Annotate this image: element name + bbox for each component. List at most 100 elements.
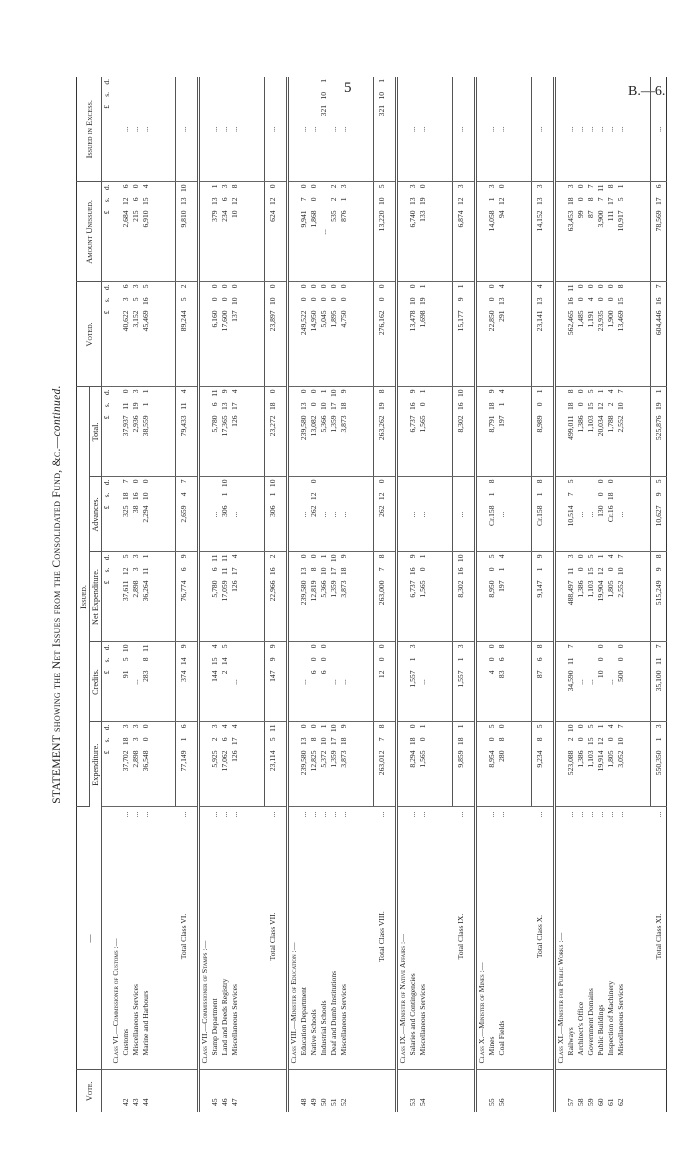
excess-cell: 321 10 1 <box>319 76 329 182</box>
item-description: Architect's Office... <box>576 807 586 1070</box>
pence: 11 <box>220 554 229 562</box>
item-name: Coal Fields <box>497 1020 506 1056</box>
empty-cell <box>240 642 265 722</box>
exp-cell: 5,372 10 1 <box>319 722 329 807</box>
empty-cell <box>198 76 210 182</box>
total-cell: 13,082 0 0 <box>309 386 319 477</box>
empty-cell <box>547 76 555 182</box>
item-description: Deaf and Dumb Institutions... <box>329 807 339 1070</box>
pounds: 17,600 <box>220 310 229 332</box>
shillings: 18 <box>339 402 348 411</box>
total-label: Total Class X.... <box>531 807 547 1070</box>
pounds: 38 <box>131 505 140 514</box>
empty-value: ... <box>131 679 140 685</box>
pounds: 5,372 <box>319 750 328 768</box>
exp-cell: 12,825 8 0 <box>309 722 319 807</box>
pence: 0 <box>606 479 615 484</box>
shillings: 19 <box>377 402 386 411</box>
exp-cell: 8,294 18 0 <box>408 722 418 807</box>
empty-value: ... <box>339 126 348 133</box>
empty-cell <box>240 552 265 642</box>
excess-cell: ... <box>210 76 220 182</box>
shillings: 9 <box>456 297 465 302</box>
credits-cell: ... <box>329 642 339 722</box>
shillings: 9 <box>654 567 663 572</box>
table-row: 55 Mines... 8,954 0 5 4 0 0 8,950 0 5 Cr.158 1 8 8,791… <box>487 76 497 1112</box>
empty-cell <box>389 477 397 552</box>
pence: 5 <box>141 284 150 289</box>
shillings: 0 <box>418 737 427 742</box>
vote-number: 59 <box>586 1098 595 1106</box>
pence: 6 <box>121 284 130 289</box>
adv-cell: 2,294 10 0 <box>141 477 151 552</box>
pence: 0 <box>377 479 386 484</box>
shillings: 8 <box>586 197 595 202</box>
pounds: 550,350 <box>654 750 663 776</box>
excess-cell: ... <box>576 76 586 182</box>
exp-cell: 523,088 2 10 <box>566 722 576 807</box>
credits-cell: ... <box>576 642 586 722</box>
item-name: Miscellaneous Services <box>339 984 348 1056</box>
shillings: 0 <box>596 657 605 662</box>
net-issues-table: Vote. — Issued. Voted. Amount Unissued. … <box>76 76 667 1112</box>
exp-cell: 1,805 0 4 <box>606 722 616 807</box>
table-row: 46 Land and Deeds Registry... 17,062 6 4 2 14 5… <box>220 76 230 1112</box>
empty-cell <box>507 281 532 387</box>
empty-cell <box>287 642 299 722</box>
empty-cell <box>111 386 121 477</box>
empty-cell <box>428 281 453 387</box>
pounds: 22,850 <box>487 310 496 332</box>
total-cell: 197 1 4 <box>497 386 507 477</box>
empty-cell <box>547 807 555 1070</box>
empty-value: ... <box>606 679 615 685</box>
total-unissued-cell: 78,569 17 6 <box>650 181 667 282</box>
shillings: 3 <box>121 297 130 302</box>
empty-cell <box>428 1070 453 1112</box>
pounds: 17,365 <box>220 415 229 437</box>
pence: 9 <box>487 389 496 394</box>
total-credits-cell: 374 14 9 <box>175 642 191 722</box>
excess-cell: ... <box>606 76 616 182</box>
empty-cell <box>287 477 299 552</box>
shillings: 0 <box>596 297 605 302</box>
excess-cell: ... <box>339 76 349 182</box>
units-cell: £ s. d. <box>101 76 111 182</box>
shillings: 8 <box>535 737 544 742</box>
pence: 3 <box>408 184 417 189</box>
pounds: 10,627 <box>654 505 663 527</box>
total-label-text: Total Class VIII. <box>376 911 386 962</box>
credits-cell: 500 0 0 <box>616 642 626 722</box>
pence: 5 <box>121 554 130 559</box>
shillings: 19 <box>131 402 140 411</box>
pence: 1 <box>377 78 386 83</box>
empty-cell <box>554 181 566 282</box>
pounds: Cr.16 <box>606 505 615 523</box>
document-reference: B.—6. <box>628 84 666 99</box>
shillings: 18 <box>487 402 496 411</box>
pence: 1 <box>418 554 427 559</box>
empty-value: ... <box>299 679 308 685</box>
total-cell: 1,788 2 4 <box>606 386 616 477</box>
shillings: 0 <box>377 297 386 302</box>
shillings: 0 <box>418 567 427 572</box>
pounds: 1,359 <box>329 415 338 433</box>
pence: 0 <box>309 284 318 289</box>
shillings: 13 <box>220 402 229 411</box>
excess-cell: ... <box>497 76 507 182</box>
net-cell: 8,950 0 5 <box>487 552 497 642</box>
pence: 8 <box>535 644 544 649</box>
shillings: 10 <box>616 402 625 411</box>
excess-cell: ... <box>121 76 131 182</box>
empty-cell <box>396 181 408 282</box>
shillings: 12 <box>456 197 465 206</box>
total-voted-cell: 89,244 5 2 <box>175 281 191 387</box>
dot-leader: ... <box>210 811 219 818</box>
item-description: Mines... <box>487 807 497 1070</box>
pounds: 40,622 <box>121 310 130 332</box>
empty-cell <box>475 722 487 807</box>
item-description: Miscellaneous Services... <box>339 807 349 1070</box>
empty-cell <box>555 1070 567 1112</box>
pounds: 5,045 <box>319 310 328 328</box>
table-row: 56 Coal Fields... 280 8 0 83 6 8 197 1 4... 197 1 4 29… <box>497 76 507 1112</box>
pence: 6 <box>179 724 188 729</box>
